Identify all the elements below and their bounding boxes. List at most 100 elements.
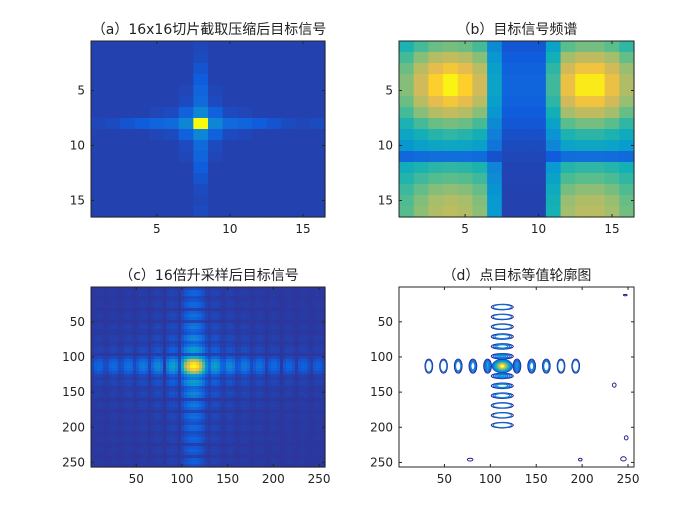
panel-a-cell [281, 118, 297, 130]
panel-c-cell [289, 320, 293, 324]
panel-c-cell [118, 452, 122, 456]
panel-c-cell [205, 383, 209, 387]
panel-c-cell [196, 296, 200, 300]
panel-c-cell [277, 347, 281, 351]
panel-c-cell [289, 371, 293, 375]
panel-c-cell [145, 296, 149, 300]
panel-c-cell [211, 437, 215, 441]
panel-c-cell [208, 440, 212, 444]
panel-c-cell [304, 335, 308, 339]
panel-c-cell [139, 350, 143, 354]
panel-c-cell [286, 428, 290, 432]
panel-c-cell [229, 350, 233, 354]
panel-c-cell [229, 308, 233, 312]
panel-c-cell [298, 386, 302, 390]
panel-c-cell [193, 392, 197, 396]
panel-c-cell [121, 380, 125, 384]
panel-c-cell [175, 380, 179, 384]
panel-c-cell [319, 389, 323, 393]
panel-c-cell [214, 434, 218, 438]
panel-c-cell [214, 293, 218, 297]
panel-c-cell [283, 425, 287, 429]
panel-c-cell [286, 416, 290, 420]
panel-c-cell [187, 392, 191, 396]
panel-c-cell [91, 323, 95, 327]
panel-c-cell [265, 419, 269, 423]
panel-c-cell [190, 323, 194, 327]
panel-c-cell [127, 422, 131, 426]
panel-c-cell [250, 341, 254, 345]
panel-c-cell [112, 323, 116, 327]
panel-c-cell [199, 353, 203, 357]
panel-b-cell [604, 118, 620, 130]
panel-c-cell [199, 416, 203, 420]
panel-c-cell [115, 323, 119, 327]
panel-c-cell [301, 434, 305, 438]
panel-c-cell [259, 410, 263, 414]
panel-c-cell [220, 344, 224, 348]
panel-b-axes-box [398, 40, 635, 218]
panel-c-cell [226, 383, 230, 387]
panel-c-cell [205, 425, 209, 429]
panel-c-cell [172, 368, 176, 372]
panel-c-cell [316, 353, 320, 357]
panel-c-cell [250, 413, 254, 417]
panel-c-cell [277, 335, 281, 339]
panel-c-cell [286, 407, 290, 411]
panel-c-cell [244, 449, 248, 453]
panel-c-cell [172, 302, 176, 306]
panel-c-cell [310, 299, 314, 303]
panel-c-cell [136, 341, 140, 345]
panel-c-cell [268, 371, 272, 375]
panel-c-cell [241, 449, 245, 453]
panel-c-cell [118, 362, 122, 366]
panel-c-cell [154, 401, 158, 405]
panel-b-cell [575, 85, 591, 97]
panel-c-cell [274, 452, 278, 456]
panel-c-cell [217, 416, 221, 420]
panel-c-cell [181, 389, 185, 393]
panel-c-cell [148, 410, 152, 414]
panel-c-cell [268, 323, 272, 327]
panel-c-cell [109, 449, 113, 453]
panel-c-cell [313, 332, 317, 336]
panel-c-cell [316, 296, 320, 300]
panel-c-cell [151, 416, 155, 420]
panel-c-cell [217, 347, 221, 351]
panel-c-cell [307, 344, 311, 348]
panel-c-cell [106, 305, 110, 309]
panel-c-cell [142, 389, 146, 393]
panel-c-cell [208, 299, 212, 303]
panel-c-cell [316, 305, 320, 309]
panel-c-cell [289, 425, 293, 429]
panel-c-cell [313, 437, 317, 441]
panel-c-cell [100, 434, 104, 438]
panel-c-cell [97, 368, 101, 372]
panel-c-cell [169, 398, 173, 402]
panel-c-cell [298, 395, 302, 399]
panel-c-cell [319, 410, 323, 414]
panel-b-cell [516, 129, 532, 141]
panel-c-cell [169, 326, 173, 330]
panel-b-cell [619, 41, 635, 53]
panel-c-cell [115, 368, 119, 372]
panel-b-cell [531, 184, 547, 196]
panel-c-cell [136, 299, 140, 303]
panel-c-cell [223, 308, 227, 312]
panel-c-cell [238, 317, 242, 321]
panel-c-cell [292, 383, 296, 387]
panel-c-cell [274, 431, 278, 435]
panel-b-cell [545, 74, 562, 86]
panel-c-cell [154, 455, 158, 459]
panel-c-cell [103, 389, 107, 393]
panel-c-cell [106, 350, 110, 354]
panel-a-cell [310, 151, 326, 163]
panel-c-cell [301, 347, 305, 351]
panel-c-cell [187, 311, 191, 315]
panel-c-cell [244, 401, 248, 405]
panel-b-cell [457, 173, 474, 185]
panel-c-cell [208, 386, 212, 390]
panel-c-cell [283, 413, 287, 417]
panel-c-cell [220, 437, 224, 441]
panel-c-cell [196, 359, 200, 363]
